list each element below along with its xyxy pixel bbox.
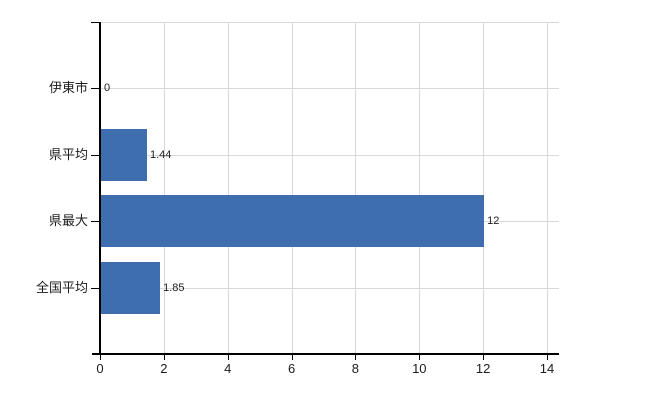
category-label: 県最大: [48, 213, 88, 229]
y-axis-tick: [91, 221, 100, 223]
value-label: 1.44: [150, 148, 172, 161]
category-label: 伊東市: [48, 80, 88, 96]
x-gridline: [419, 22, 421, 354]
bar: [101, 195, 485, 248]
x-axis-tick: [291, 355, 293, 360]
value-label: 0: [104, 82, 111, 95]
category-label: 全国平均: [35, 279, 88, 295]
x-tick-label: 10: [412, 361, 427, 376]
x-gridline: [291, 22, 293, 354]
plot-area: 0 1.44 12 1.85: [100, 22, 559, 354]
x-gridline: [547, 22, 548, 354]
x-axis-tick: [227, 355, 229, 360]
x-tick-label: 12: [475, 361, 491, 376]
x-axis-tick: [547, 355, 548, 360]
y-axis-tick: [91, 88, 100, 90]
x-gridline: [163, 22, 165, 354]
y-axis-tick: [91, 154, 100, 156]
category-label: 県平均: [48, 146, 88, 162]
bar: [101, 261, 161, 314]
x-gridline: [227, 22, 229, 354]
x-axis-tick: [483, 355, 485, 360]
y-axis-end-tick: [91, 22, 100, 23]
x-tick-label: 4: [224, 361, 232, 376]
x-axis-tick: [419, 355, 421, 360]
x-tick-label: 0: [96, 361, 104, 376]
x-gridline: [483, 22, 485, 354]
plot-top-border: [100, 22, 559, 23]
x-axis-tick: [100, 355, 101, 360]
y-gridline: [100, 154, 559, 156]
bar: [101, 128, 147, 181]
x-tick-label: 14: [539, 361, 555, 376]
x-gridline: [355, 22, 357, 354]
y-gridline: [100, 287, 559, 289]
y-axis-tick: [91, 287, 100, 289]
value-label: 1.85: [163, 281, 185, 294]
x-axis-tick: [355, 355, 357, 360]
x-axis-line: [92, 353, 559, 355]
x-tick-label: 8: [351, 361, 359, 376]
x-tick-label: 2: [160, 361, 168, 376]
y-axis-line: [99, 22, 101, 355]
value-label: 12: [487, 215, 500, 228]
y-gridline: [100, 88, 559, 90]
x-axis-tick: [163, 355, 165, 360]
x-tick-label: 6: [287, 361, 296, 376]
